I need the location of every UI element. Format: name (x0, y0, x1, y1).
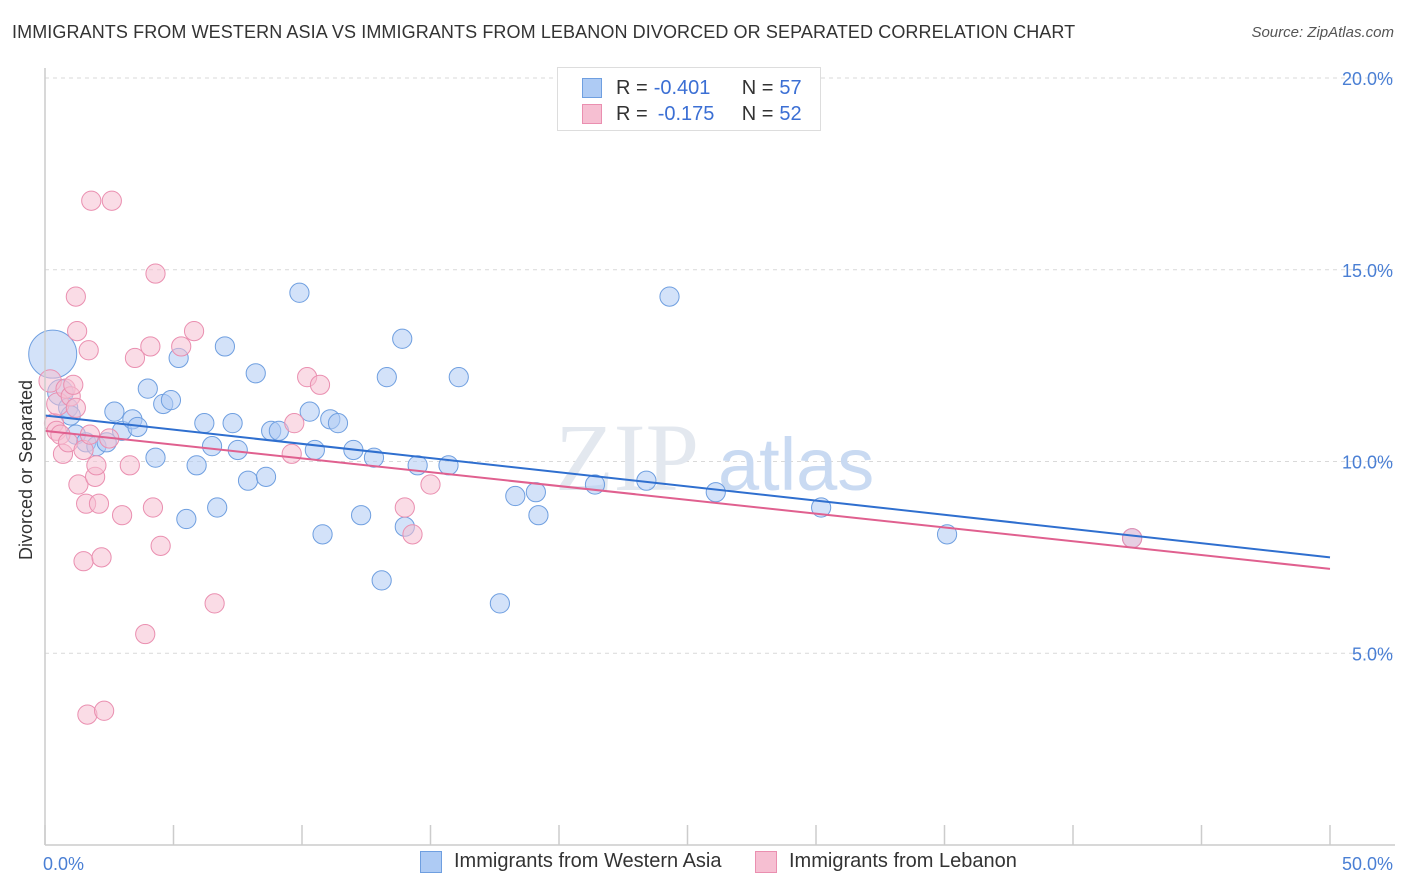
lebanon-point (142, 497, 164, 518)
lebanon-point (63, 374, 84, 395)
western-asia-point (304, 439, 325, 461)
bottom-legend-label: Immigrants from Lebanon (789, 850, 1017, 872)
lebanon-point (150, 535, 171, 556)
western-asia-point (528, 505, 549, 526)
bottom-legend-swatch-blue (420, 850, 442, 873)
lebanon-point (119, 455, 140, 476)
lebanon-point (101, 190, 122, 211)
lebanon-point (88, 493, 110, 514)
legend-r-value: -0.401 (653, 76, 711, 99)
correlation-legend: R = -0.401 N = 57 R = -0.175 N = 52 (557, 67, 821, 131)
western-asia-point (137, 378, 158, 399)
western-asia-point (186, 455, 207, 476)
western-asia-point (371, 570, 392, 591)
legend-swatch-blue (582, 78, 602, 98)
lebanon-point (1122, 528, 1143, 549)
legend-r-label: R = (616, 76, 648, 99)
western-asia-point (222, 413, 243, 434)
western-asia-point (255, 466, 277, 487)
watermark-atlas: atlas (718, 423, 874, 506)
western-asia-point (505, 485, 526, 507)
western-asia-point (289, 282, 310, 303)
western-asia-point (705, 482, 726, 503)
western-asia-point (448, 367, 469, 388)
lebanon-point (183, 321, 205, 342)
western-asia-point (160, 390, 182, 411)
lebanon-point (68, 474, 89, 495)
lebanon-trendline (44, 429, 1331, 570)
western-asia-point (659, 286, 680, 307)
x-tick-label-min: 0.0% (43, 854, 84, 874)
y-tick-label: 10.0% (1342, 453, 1393, 473)
bottom-legend-lebanon: Immigrants from Lebanon (755, 850, 1017, 873)
western-asia-point (327, 413, 349, 434)
legend-swatch-pink (582, 104, 602, 124)
lebanon-point (77, 704, 98, 725)
lebanon-point (73, 551, 94, 572)
western-asia-point (489, 593, 510, 614)
lebanon-point (309, 374, 331, 395)
western-asia-trendline (44, 414, 1331, 559)
western-asia-point (245, 363, 266, 384)
western-asia-point (299, 401, 320, 422)
lebanon-point (124, 347, 146, 369)
legend-n-label: N = (741, 76, 774, 99)
western-asia-point (176, 508, 197, 530)
lebanon-point (284, 413, 305, 434)
lebanon-point (204, 593, 225, 614)
legend-row-lebanon: R = -0.175 N = 52 (582, 101, 802, 127)
lebanon-point (94, 700, 115, 721)
y-axis-title: Divorced or Separated (16, 380, 36, 560)
lebanon-point (402, 524, 423, 545)
legend-row-western-asia: R = -0.401 N = 57 (582, 75, 802, 101)
y-tick-label: 15.0% (1342, 261, 1393, 281)
western-asia-point (936, 524, 958, 545)
y-tick-label: 20.0% (1342, 69, 1393, 89)
source-label: Source: ZipAtlas.com (1251, 24, 1394, 41)
lebanon-point (140, 336, 161, 357)
lebanon-point (145, 263, 166, 284)
western-asia-point (237, 470, 259, 491)
western-asia-point (194, 413, 215, 434)
western-asia-point (214, 336, 235, 357)
legend-n-value: 52 (779, 102, 802, 125)
western-asia-point (392, 328, 413, 349)
lebanon-point (65, 286, 86, 307)
bottom-legend-swatch-pink (755, 850, 777, 873)
western-asia-point (525, 482, 546, 503)
western-asia-point (312, 524, 333, 545)
western-asia-point (207, 497, 228, 518)
watermark-zip: ZIP (555, 404, 699, 511)
western-asia-point (104, 401, 125, 422)
y-tick-label: 5.0% (1352, 644, 1393, 664)
lebanon-point (86, 455, 107, 476)
chart-title: IMMIGRANTS FROM WESTERN ASIA VS IMMIGRAN… (12, 22, 1076, 42)
lebanon-point (171, 336, 192, 357)
western-asia-point (145, 447, 166, 468)
lebanon-point (65, 397, 86, 418)
legend-r-label: R = (616, 102, 648, 125)
western-asia-point (201, 436, 223, 457)
x-tick-label-max: 50.0% (1342, 854, 1393, 874)
lebanon-point (394, 497, 415, 518)
lebanon-point (281, 443, 302, 464)
bottom-legend-label: Immigrants from Western Asia (454, 850, 722, 872)
lebanon-point (135, 623, 156, 645)
lebanon-point (91, 547, 112, 568)
legend-r-value: -0.175 (657, 102, 715, 125)
legend-n-label: N = (741, 102, 774, 125)
western-asia-point (376, 367, 397, 388)
bottom-legend-western-asia: Immigrants from Western Asia (420, 850, 721, 873)
lebanon-point (81, 190, 102, 211)
lebanon-point (67, 321, 88, 342)
lebanon-point (112, 505, 133, 526)
legend-n-value: 57 (779, 76, 802, 99)
western-asia-point (351, 505, 372, 526)
lebanon-point (78, 340, 99, 361)
lebanon-point (420, 474, 441, 495)
